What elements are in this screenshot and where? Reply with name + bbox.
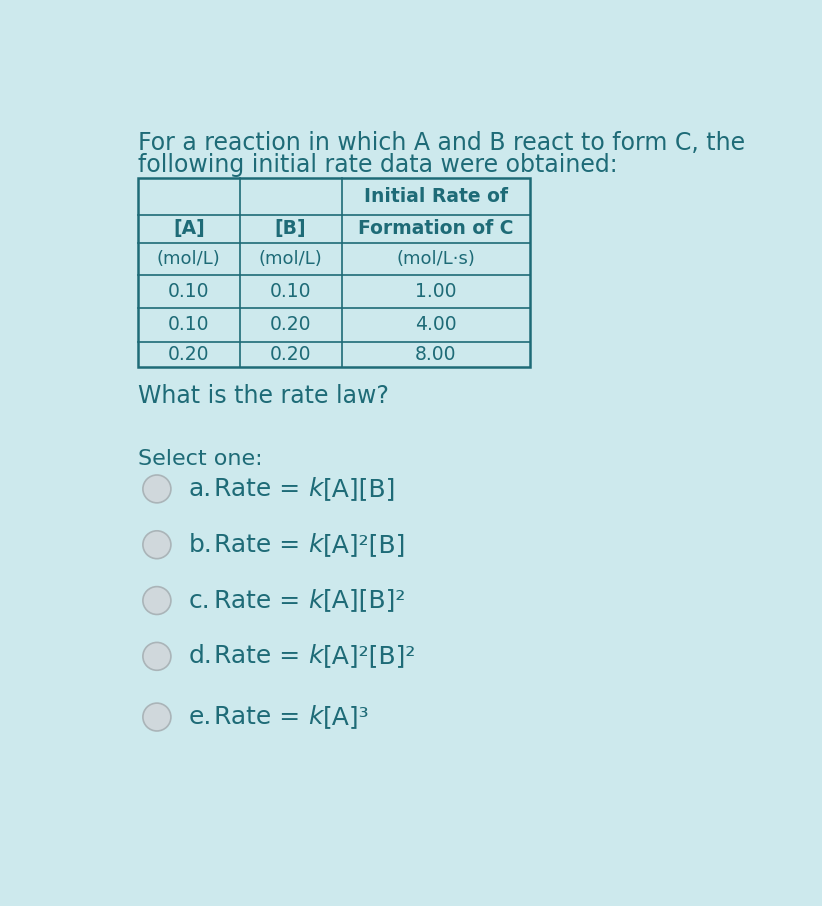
Text: 1.00: 1.00	[415, 282, 456, 301]
Text: k: k	[308, 644, 323, 669]
Text: 0.10: 0.10	[270, 282, 312, 301]
Text: 0.10: 0.10	[168, 282, 210, 301]
Text: 4.00: 4.00	[415, 315, 456, 334]
Text: k: k	[308, 589, 323, 612]
Text: 0.20: 0.20	[270, 315, 312, 334]
Text: [A]²[B]²: [A]²[B]²	[323, 644, 416, 669]
Text: Select one:: Select one:	[138, 449, 262, 469]
Text: For a reaction in which A and B react to form C, the: For a reaction in which A and B react to…	[138, 131, 745, 155]
Text: Rate =: Rate =	[215, 644, 308, 669]
Text: e.: e.	[189, 705, 212, 729]
Text: 8.00: 8.00	[415, 345, 456, 364]
Text: k: k	[308, 705, 323, 729]
Text: [B]: [B]	[275, 219, 307, 238]
Text: k: k	[308, 533, 323, 556]
Bar	[138, 178, 529, 367]
Text: (mol/L): (mol/L)	[157, 250, 220, 267]
Ellipse shape	[143, 703, 171, 731]
Text: Initial Rate of: Initial Rate of	[363, 188, 508, 207]
Ellipse shape	[143, 475, 171, 503]
Text: [A]³: [A]³	[323, 705, 369, 729]
Text: 0.10: 0.10	[168, 315, 210, 334]
Text: Rate =: Rate =	[215, 533, 308, 556]
Text: k: k	[308, 477, 323, 501]
Ellipse shape	[143, 642, 171, 670]
Text: Formation of C: Formation of C	[358, 219, 514, 238]
Text: (mol/L·s): (mol/L·s)	[396, 250, 475, 267]
Ellipse shape	[143, 531, 171, 559]
Text: Rate =: Rate =	[215, 477, 308, 501]
Text: 0.20: 0.20	[270, 345, 312, 364]
Text: [A]²[B]: [A]²[B]	[323, 533, 406, 556]
Ellipse shape	[143, 586, 171, 614]
Text: b.: b.	[189, 533, 213, 556]
Text: What is the rate law?: What is the rate law?	[138, 384, 389, 409]
Text: d.: d.	[189, 644, 213, 669]
Text: [A][B]: [A][B]	[323, 477, 396, 501]
Text: (mol/L): (mol/L)	[259, 250, 322, 267]
Text: Rate =: Rate =	[215, 705, 308, 729]
Text: 0.20: 0.20	[168, 345, 210, 364]
Text: [A][B]²: [A][B]²	[323, 589, 406, 612]
Text: c.: c.	[189, 589, 210, 612]
Text: Rate =: Rate =	[215, 589, 308, 612]
Text: [A]: [A]	[173, 219, 205, 238]
Text: following initial rate data were obtained:: following initial rate data were obtaine…	[138, 153, 617, 177]
Text: a.: a.	[189, 477, 212, 501]
